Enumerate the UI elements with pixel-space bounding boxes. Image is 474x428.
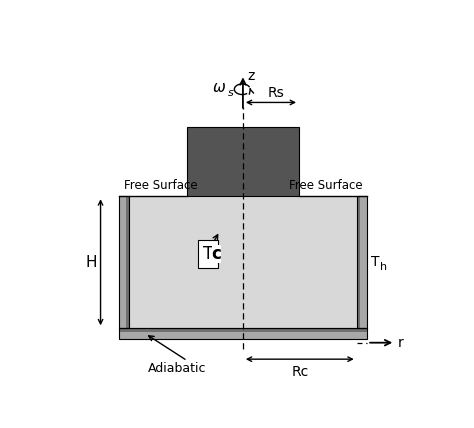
Bar: [126, 196, 129, 328]
Text: Free Surface: Free Surface: [289, 179, 362, 193]
Text: z: z: [247, 69, 254, 83]
Bar: [118, 196, 129, 328]
Bar: [129, 196, 356, 328]
Bar: [187, 127, 299, 196]
Text: Rs: Rs: [267, 86, 284, 100]
Text: T: T: [371, 255, 380, 269]
Bar: [356, 196, 360, 328]
Text: Free Surface: Free Surface: [124, 179, 197, 193]
Bar: [118, 196, 129, 328]
Bar: [356, 196, 367, 328]
Bar: [356, 196, 367, 328]
Text: Rc: Rc: [291, 365, 309, 379]
Text: T: T: [203, 245, 213, 263]
Text: Adiabatic: Adiabatic: [148, 363, 207, 375]
Text: r: r: [398, 336, 403, 350]
Text: ω: ω: [213, 80, 226, 95]
Text: H: H: [85, 255, 97, 270]
Bar: [118, 328, 367, 339]
Text: s: s: [228, 88, 234, 98]
Text: c: c: [211, 245, 221, 263]
Text: h: h: [380, 262, 387, 272]
Bar: [118, 328, 367, 332]
Bar: [118, 328, 367, 339]
